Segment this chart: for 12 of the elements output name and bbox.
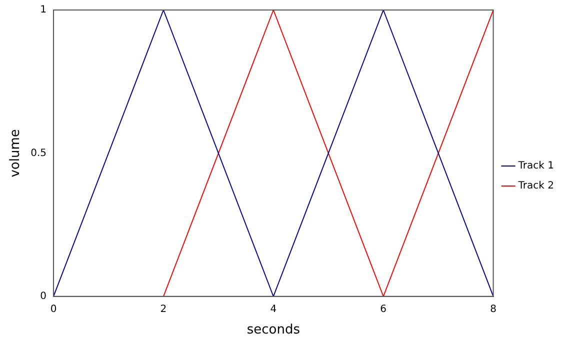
y-axis-title: volume — [8, 129, 24, 178]
y-tick-label: 1 — [40, 4, 47, 16]
x-tick-label: 8 — [490, 304, 496, 315]
y-tick-label: 0.5 — [30, 148, 47, 159]
y-tick-label: 0 — [40, 290, 47, 302]
legend-label: Track 2 — [517, 180, 554, 192]
x-tick-label: 6 — [380, 304, 387, 315]
x-tick-label: 2 — [160, 304, 167, 315]
x-tick-label: 0 — [50, 304, 57, 315]
x-tick-label: 4 — [270, 304, 277, 315]
x-axis-title: seconds — [246, 322, 300, 338]
legend-label: Track 1 — [517, 160, 554, 172]
